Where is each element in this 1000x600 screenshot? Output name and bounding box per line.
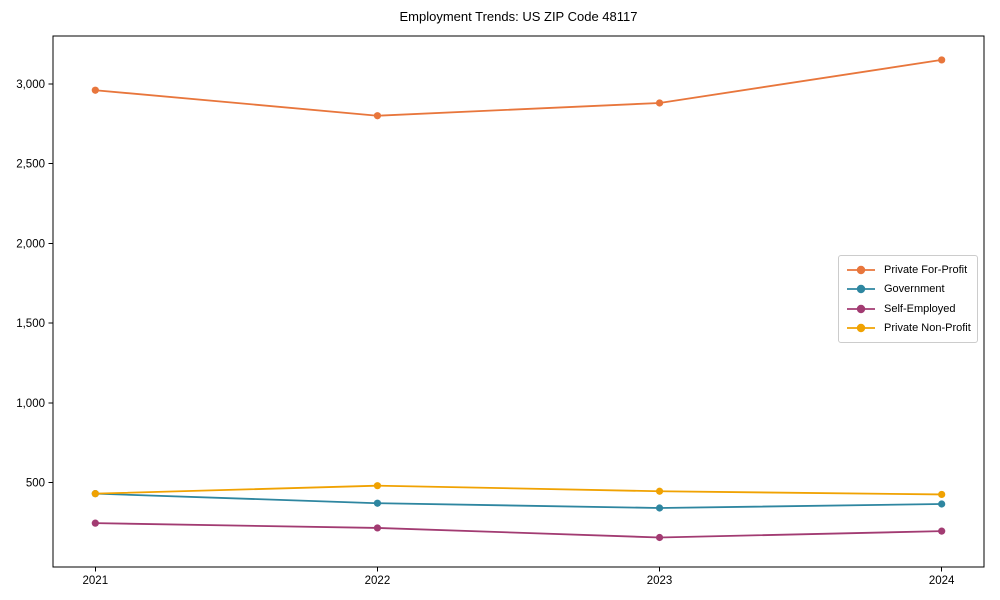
y-tick-label: 1,500 <box>16 318 45 330</box>
y-tick-label: 1,000 <box>16 398 45 410</box>
series-line-government <box>95 492 942 509</box>
legend-item-private-non-profit: Private Non-Profit <box>846 319 971 339</box>
data-point-private-for-profit-2021 <box>91 86 99 94</box>
legend-label-private-non-profit: Private Non-Profit <box>884 322 971 335</box>
legend-marker-government <box>847 285 875 294</box>
data-point-private-non-profit-2021 <box>91 490 99 498</box>
series-line-private-non-profit <box>95 484 942 496</box>
y-tick-label: 2,000 <box>16 238 45 250</box>
legend-item-self-employed: Self-Employed <box>846 299 970 319</box>
data-point-self-employed-2022 <box>373 524 382 532</box>
x-tick-label: 2021 <box>83 575 109 587</box>
x-tick-label: 2022 <box>365 575 391 587</box>
data-point-government-2023 <box>655 504 664 512</box>
data-point-private-non-profit-2023 <box>655 487 664 495</box>
data-point-private-for-profit-2024 <box>938 56 946 64</box>
data-point-government-2024 <box>938 500 946 508</box>
legend-label-private-for-profit: Private For-Profit <box>884 263 968 276</box>
data-point-self-employed-2021 <box>91 519 99 527</box>
legend-marker-private-non-profit <box>847 324 875 333</box>
series-line-self-employed <box>95 522 942 539</box>
data-point-private-non-profit-2022 <box>373 482 382 490</box>
y-tick-label: 3,000 <box>16 79 45 91</box>
y-tick-label: 500 <box>26 477 45 489</box>
data-point-self-employed-2023 <box>655 533 664 542</box>
x-tick-label: 2023 <box>647 575 673 587</box>
legend-item-private-for-profit: Private For-Profit <box>846 260 970 280</box>
chart-title: Employment Trends: US ZIP Code 48117 <box>399 9 638 24</box>
data-point-self-employed-2024 <box>938 527 946 535</box>
y-tick-label: 2,500 <box>16 159 45 171</box>
data-point-private-non-profit-2024 <box>938 490 946 499</box>
data-point-government-2022 <box>373 499 382 507</box>
legend-item-government: Government <box>846 280 970 300</box>
plot-border <box>52 35 985 568</box>
legend-label-government: Government <box>884 283 945 296</box>
legend: Private For-Profit Government Self-Emplo… <box>838 255 978 343</box>
data-point-private-for-profit-2023 <box>655 99 664 107</box>
data-point-private-for-profit-2022 <box>373 112 382 120</box>
x-tick-label: 2024 <box>929 575 955 587</box>
series-line-private-for-profit <box>95 59 942 117</box>
legend-marker-self-employed <box>847 304 875 313</box>
legend-label-self-employed: Self-Employed <box>884 302 956 315</box>
legend-marker-private-for-profit <box>847 265 875 274</box>
